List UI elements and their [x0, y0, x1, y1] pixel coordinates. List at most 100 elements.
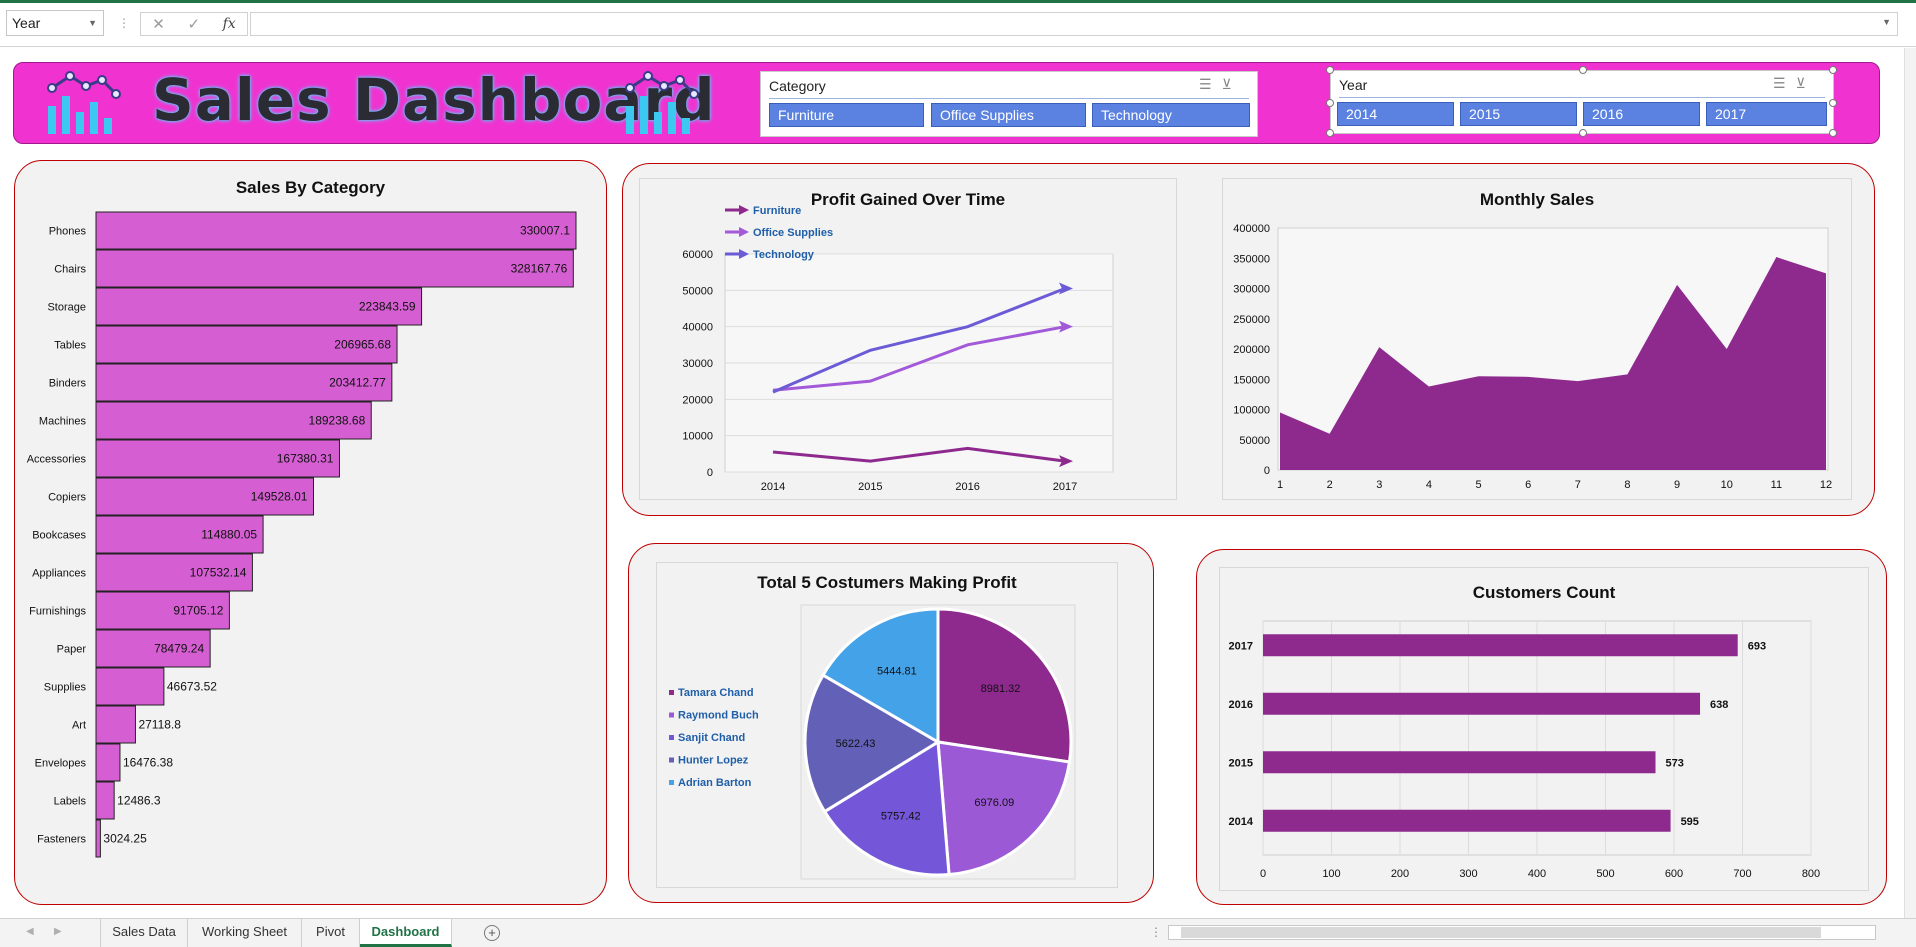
top-customers-pie-chart[interactable]: 8981.32 6976.09 5757.42 5622.43 5444.81 Tamar…: [656, 595, 1118, 885]
sales-by-category-chart[interactable]: Phones 330007.1 Chairs 328167.76 Storage 2238…: [14, 200, 607, 860]
category-bar[interactable]: [95, 325, 398, 364]
category-bar[interactable]: [95, 439, 340, 478]
category-bar[interactable]: [95, 477, 314, 516]
resize-handle[interactable]: [1579, 66, 1587, 74]
tab-working-sheet[interactable]: Working Sheet: [188, 919, 302, 947]
x-tick-label: 2014: [761, 481, 785, 493]
scroll-tabs-right-icon[interactable]: ▶: [54, 926, 62, 937]
category-label: Chairs: [54, 264, 86, 276]
slice-value-label: 5757.42: [881, 811, 921, 823]
category-bar[interactable]: [95, 629, 211, 668]
y-tick-label: 50000: [682, 285, 713, 297]
slicer-item-2015[interactable]: 2015: [1460, 102, 1577, 126]
legend-marker: [669, 780, 674, 785]
x-tick-label: 9: [1674, 479, 1680, 491]
horizontal-scrollbar[interactable]: [1168, 925, 1876, 940]
scroll-tabs-left-icon[interactable]: ◀: [26, 926, 34, 937]
y-tick-label: 300000: [1233, 284, 1270, 296]
resize-handle[interactable]: [1579, 129, 1587, 137]
customer-count-bar[interactable]: [1263, 634, 1738, 657]
formula-bar-grip-icon[interactable]: ⋮: [118, 16, 130, 30]
category-bar[interactable]: [95, 363, 393, 402]
bar-value-label: 16476.38: [123, 756, 173, 770]
monthly-sales-chart[interactable]: 0 50000 100000 150000 200000 250000 300000 3500…: [1222, 200, 1852, 500]
insert-function-icon[interactable]: fx: [222, 16, 236, 32]
x-tick-label: 600: [1665, 868, 1683, 880]
slicer-item-technology[interactable]: Technology: [1092, 103, 1250, 127]
pie-slice[interactable]: [803, 673, 941, 814]
tab-sales-data[interactable]: Sales Data: [100, 919, 188, 947]
pie-slice[interactable]: [936, 740, 1072, 877]
cancel-icon[interactable]: ✕: [152, 16, 165, 33]
formula-input[interactable]: ▼: [250, 12, 1898, 36]
slicer-item-2014[interactable]: 2014: [1337, 102, 1454, 126]
multi-select-icon[interactable]: ☰: [1773, 75, 1796, 91]
category-bar[interactable]: [95, 401, 372, 440]
scrollbar-thumb[interactable]: [1181, 927, 1821, 938]
add-sheet-icon[interactable]: +: [484, 925, 500, 941]
category-bar[interactable]: [95, 515, 264, 554]
y-category-label: 2015: [1229, 757, 1253, 769]
customer-count-bar[interactable]: [1263, 809, 1671, 832]
series-line-furniture[interactable]: [772, 446, 1066, 463]
enter-icon[interactable]: ✓: [187, 16, 201, 33]
resize-handle[interactable]: [1326, 99, 1334, 107]
tab-pivot[interactable]: Pivot: [302, 919, 360, 947]
x-tick-label: 8: [1624, 479, 1630, 491]
bar-value-label: 114880.05: [201, 528, 257, 542]
series-line-technology[interactable]: [772, 287, 1066, 394]
clear-filter-icon[interactable]: ⊻: [1795, 75, 1816, 91]
arrow-right-icon: [739, 205, 749, 215]
resize-handle[interactable]: [1829, 99, 1837, 107]
category-bar[interactable]: [95, 287, 423, 326]
category-label: Furnishings: [29, 606, 86, 618]
category-slicer-header: Category: [769, 78, 826, 94]
series-line-office-supplies[interactable]: [772, 325, 1066, 392]
category-bar[interactable]: [95, 781, 115, 820]
category-slicer[interactable]: Category ☰⊻ Furniture Office Supplies Te…: [760, 71, 1258, 137]
category-label: Tables: [54, 340, 86, 352]
slicer-item-2017[interactable]: 2017: [1706, 102, 1827, 126]
pie-slice[interactable]: [936, 607, 1073, 764]
category-bar[interactable]: [95, 705, 136, 744]
customers-count-chart[interactable]: 0 100 200 300 400 500 600 700 800 2017 693 2016 638 2…: [1219, 605, 1869, 890]
slicer-item-2016[interactable]: 2016: [1583, 102, 1700, 126]
customer-count-bar[interactable]: [1263, 692, 1701, 715]
category-bar[interactable]: [95, 743, 121, 782]
customer-count-bar[interactable]: [1263, 751, 1656, 774]
vertical-scrollbar[interactable]: [1904, 48, 1916, 918]
name-box[interactable]: Year ▼: [6, 10, 104, 36]
category-label: Bookcases: [32, 530, 86, 542]
bar-value-label: 27118.8: [138, 718, 181, 732]
category-label: Envelopes: [35, 758, 87, 770]
resize-handle[interactable]: [1326, 129, 1334, 137]
dashboard-title: Sales Dashboard: [152, 66, 716, 134]
category-bar[interactable]: [95, 249, 574, 288]
chart-title-top-customers: Total 5 Costumers Making Profit: [757, 573, 1017, 592]
category-bar[interactable]: [95, 591, 230, 630]
chevron-down-icon[interactable]: ▼: [88, 18, 97, 28]
slicer-item-office-supplies[interactable]: Office Supplies: [931, 103, 1086, 127]
category-bar[interactable]: [95, 211, 577, 250]
category-bar[interactable]: [95, 667, 165, 706]
arrow-head-icon: [1059, 320, 1073, 333]
clear-filter-icon[interactable]: ⊻: [1221, 76, 1242, 92]
category-bar[interactable]: [95, 819, 101, 858]
category-bar[interactable]: [95, 553, 253, 592]
pie-slice[interactable]: [821, 607, 940, 745]
year-slicer[interactable]: Year ☰⊻ 2014 2015 2016 2017: [1326, 66, 1837, 137]
expand-formula-icon[interactable]: ▼: [1882, 17, 1891, 27]
tab-splitter-icon[interactable]: ⋮: [1150, 925, 1162, 939]
resize-handle[interactable]: [1326, 66, 1334, 74]
monthly-sales-area[interactable]: [1280, 257, 1826, 470]
category-label: Art: [72, 720, 86, 732]
tab-dashboard[interactable]: Dashboard: [360, 919, 452, 947]
slicer-item-furniture[interactable]: Furniture: [769, 103, 924, 127]
bar-value-label: 3024.25: [103, 832, 147, 846]
profit-over-time-chart[interactable]: 0 10000 20000 30000 40000 50000 60000 2014 2015 2…: [639, 200, 1177, 500]
resize-handle[interactable]: [1829, 66, 1837, 74]
pie-slice[interactable]: [822, 739, 951, 877]
multi-select-icon[interactable]: ☰: [1199, 76, 1222, 92]
y-tick-label: 0: [707, 467, 713, 479]
resize-handle[interactable]: [1829, 129, 1837, 137]
